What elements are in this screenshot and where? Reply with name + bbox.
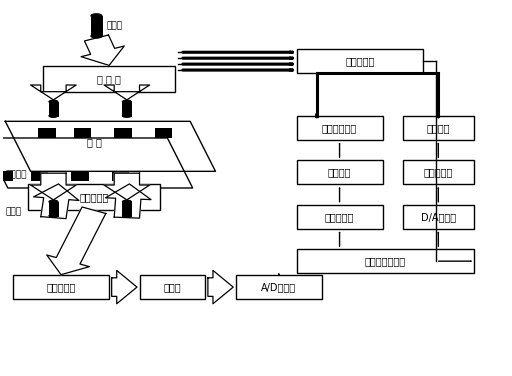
Bar — [91, 16, 102, 36]
Polygon shape — [31, 173, 76, 200]
Ellipse shape — [49, 100, 58, 103]
Ellipse shape — [91, 14, 102, 18]
Bar — [28, 184, 160, 210]
Bar — [296, 205, 382, 229]
Ellipse shape — [122, 200, 132, 203]
Polygon shape — [112, 270, 137, 304]
Polygon shape — [105, 184, 151, 218]
Bar — [44, 66, 175, 92]
Ellipse shape — [91, 34, 102, 38]
Bar — [403, 160, 474, 184]
Polygon shape — [104, 173, 150, 200]
Text: 前置放大器: 前置放大器 — [46, 282, 76, 292]
Bar — [155, 128, 173, 138]
Text: 精密滚珠丝杠: 精密滚珠丝杠 — [322, 123, 357, 133]
Polygon shape — [0, 138, 193, 188]
Bar — [49, 102, 58, 116]
Ellipse shape — [122, 100, 132, 103]
Bar — [403, 116, 474, 140]
Polygon shape — [208, 270, 233, 304]
Bar — [296, 160, 382, 184]
Polygon shape — [104, 85, 150, 100]
Text: 图像采集卡: 图像采集卡 — [345, 56, 374, 66]
Ellipse shape — [49, 214, 58, 217]
Polygon shape — [47, 207, 106, 275]
Bar — [114, 128, 132, 138]
Bar — [112, 171, 130, 181]
Text: 光电传感器: 光电传感器 — [79, 192, 109, 202]
Text: 光 栅: 光 栅 — [87, 137, 101, 147]
Polygon shape — [81, 35, 124, 65]
Text: 高压驱动器: 高压驱动器 — [423, 167, 453, 177]
Bar — [403, 205, 474, 229]
Text: D/A转换器: D/A转换器 — [421, 212, 456, 222]
Ellipse shape — [49, 200, 58, 203]
Bar — [236, 275, 322, 299]
Text: 滤波器: 滤波器 — [164, 282, 181, 292]
Bar — [74, 128, 92, 138]
Bar — [0, 171, 13, 181]
Bar — [49, 202, 58, 216]
Text: 激光器: 激光器 — [106, 21, 123, 30]
Bar — [13, 275, 109, 299]
Bar — [296, 49, 423, 73]
Polygon shape — [31, 85, 76, 100]
Ellipse shape — [122, 114, 132, 117]
Bar — [31, 171, 48, 181]
Ellipse shape — [122, 214, 132, 217]
Text: 工业控制计算机: 工业控制计算机 — [365, 256, 406, 266]
Bar — [296, 249, 474, 273]
Text: 下定位板: 下定位板 — [5, 171, 27, 179]
Bar — [122, 202, 132, 216]
Text: 电机驱动器: 电机驱动器 — [325, 212, 354, 222]
Ellipse shape — [49, 114, 58, 117]
Bar — [139, 275, 205, 299]
Text: 发 光 器: 发 光 器 — [97, 74, 121, 84]
Bar — [296, 116, 382, 140]
Text: A/D转换器: A/D转换器 — [261, 282, 296, 292]
Bar — [71, 171, 89, 181]
Text: 摄像头: 摄像头 — [5, 208, 22, 217]
Bar — [122, 102, 132, 116]
Text: 步进电机: 步进电机 — [328, 167, 351, 177]
Polygon shape — [34, 184, 79, 219]
Polygon shape — [5, 121, 216, 171]
Text: 压电陶瓷: 压电陶瓷 — [426, 123, 450, 133]
Bar — [38, 128, 56, 138]
